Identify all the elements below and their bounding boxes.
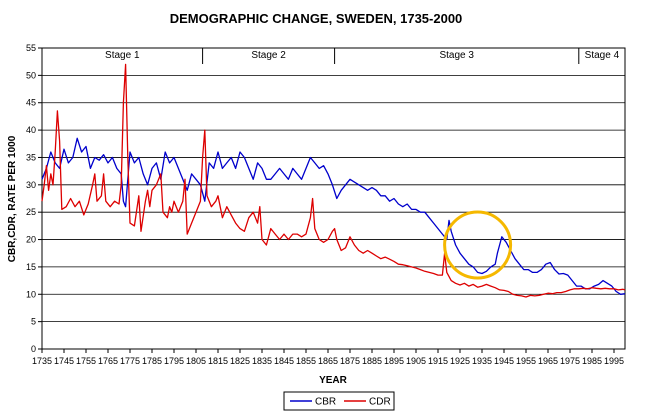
x-tick-label: 1775 [120, 356, 140, 366]
x-tick-label: 1905 [406, 356, 426, 366]
x-axis-ticks: 1735 1745 1755 1765 1775 1785 1795 1805 1815 1825… [32, 349, 624, 366]
x-tick-label: 1815 [208, 356, 228, 366]
y-tick-label: 15 [26, 262, 36, 272]
x-tick-label: 1845 [274, 356, 294, 366]
x-tick-label: 1985 [582, 356, 602, 366]
stage-label: Stage 1 [105, 50, 140, 61]
x-tick-label: 1745 [54, 356, 74, 366]
x-tick-label: 1785 [142, 356, 162, 366]
y-tick-label: 5 [31, 317, 36, 327]
chart-title: DEMOGRAPHIC CHANGE, SWEDEN, 1735-2000 [170, 11, 463, 26]
y-tick-label: 20 [26, 235, 36, 245]
x-axis-label: YEAR [319, 375, 348, 386]
x-tick-label: 1875 [340, 356, 360, 366]
y-tick-label: 0 [31, 344, 36, 354]
x-tick-label: 1895 [384, 356, 404, 366]
x-tick-label: 1975 [560, 356, 580, 366]
y-tick-label: 35 [26, 152, 36, 162]
x-tick-label: 1885 [362, 356, 382, 366]
annotation [443, 210, 513, 280]
x-tick-label: 1795 [164, 356, 184, 366]
stage-label: Stage 2 [251, 50, 286, 61]
y-tick-label: 45 [26, 98, 36, 108]
x-tick-label: 1825 [230, 356, 250, 366]
x-tick-label: 1735 [32, 356, 52, 366]
x-tick-label: 1835 [252, 356, 272, 366]
y-axis-ticks: 0 5 10 15 20 25 30 35 40 45 50 55 [26, 43, 42, 354]
series-line-cdr [41, 63, 626, 298]
y-tick-label: 50 [26, 70, 36, 80]
stage-labels: Stage 1 Stage 2 Stage 3 Stage 4 [105, 50, 620, 61]
x-tick-label: 1955 [516, 356, 536, 366]
y-tick-label: 40 [26, 125, 36, 135]
x-tick-label: 1965 [538, 356, 558, 366]
y-tick-label: 30 [26, 180, 36, 190]
x-tick-label: 1995 [604, 356, 624, 366]
legend-label-cbr: CBR [315, 397, 336, 408]
highlight-circle [443, 210, 513, 280]
x-tick-label: 1755 [76, 356, 96, 366]
y-tick-label: 55 [26, 43, 36, 53]
series-lines [41, 63, 626, 298]
gridlines [42, 74, 625, 323]
y-axis-label: CBR,CDR, RATE PER 1000 [7, 135, 18, 262]
stage-label: Stage 3 [439, 50, 474, 61]
legend: CBR CDR [283, 391, 395, 411]
x-tick-label: 1945 [494, 356, 514, 366]
stage-label: Stage 4 [585, 50, 620, 61]
x-tick-label: 1805 [186, 356, 206, 366]
x-tick-label: 1855 [296, 356, 316, 366]
stage-dividers [202, 48, 580, 64]
x-tick-label: 1925 [450, 356, 470, 366]
y-tick-label: 10 [26, 289, 36, 299]
x-tick-label: 1935 [472, 356, 492, 366]
series-line-cbr [41, 137, 626, 295]
legend-label-cdr: CDR [369, 397, 391, 408]
y-tick-label: 25 [26, 207, 36, 217]
x-tick-label: 1865 [318, 356, 338, 366]
x-tick-label: 1915 [428, 356, 448, 366]
x-tick-label: 1765 [98, 356, 118, 366]
legend-box [283, 391, 395, 411]
